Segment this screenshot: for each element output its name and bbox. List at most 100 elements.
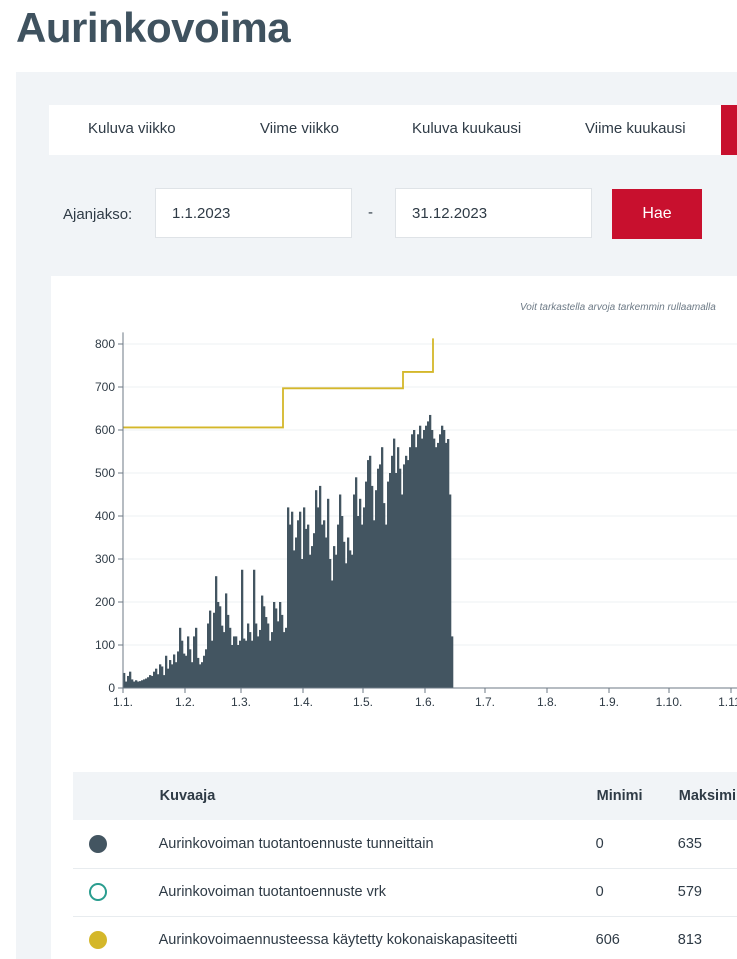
bar [187, 636, 190, 688]
x-tick-label: 1.11. [718, 695, 737, 709]
bar [355, 477, 358, 688]
bar [177, 651, 180, 688]
bar [323, 520, 326, 688]
bar [437, 442, 440, 688]
legend-min: 606 [595, 932, 620, 948]
bar [343, 541, 346, 688]
bar [227, 614, 230, 688]
bar [315, 490, 318, 688]
bar [313, 533, 316, 688]
bar [221, 625, 224, 688]
bar [367, 460, 370, 688]
end-date-input[interactable] [395, 188, 592, 238]
bar [325, 537, 328, 688]
bar [433, 438, 436, 688]
bar [393, 438, 396, 688]
bar [255, 623, 258, 688]
bar [279, 602, 282, 688]
legend-table: Kuvaaja Minimi Maksimi Aurinkovoiman tuo… [73, 772, 737, 959]
bar [199, 664, 202, 688]
bar [243, 638, 246, 688]
bar [287, 507, 290, 688]
bar [303, 507, 306, 688]
x-tick-label: 1.8. [537, 695, 557, 709]
period-label: Ajanjakso: [63, 206, 133, 223]
bar [309, 554, 312, 688]
yellow-dot-icon[interactable] [89, 931, 107, 949]
bar [409, 447, 412, 688]
bar [301, 559, 304, 688]
bar [427, 421, 430, 688]
bar [263, 606, 266, 688]
bar [351, 554, 354, 688]
period-tabs: Kuluva viikko Viime viikko Kuluva kuukau… [49, 105, 737, 155]
bar [173, 654, 176, 688]
bar [339, 494, 342, 688]
header-max: Maksimi [678, 788, 736, 804]
bar [139, 681, 142, 688]
tab-last-month[interactable]: Viime kuukausi [585, 120, 686, 137]
bar [157, 674, 160, 688]
bar [151, 675, 154, 688]
bar [133, 681, 136, 688]
bar [435, 447, 438, 688]
legend-row[interactable]: Aurinkovoiman tuotantoennuste tunneittai… [73, 820, 737, 868]
bar [381, 447, 384, 688]
bar [269, 640, 272, 688]
tab-last-week[interactable]: Viime viikko [260, 120, 339, 137]
x-tick-label: 1.10. [656, 695, 683, 709]
bar [123, 672, 126, 688]
header-series: Kuvaaja [159, 788, 216, 804]
bar [291, 511, 294, 688]
bar [137, 681, 140, 688]
bar [253, 569, 256, 688]
bar [273, 602, 276, 688]
legend-row[interactable]: Aurinkovoiman tuotantoennuste vrk 0 579 [73, 868, 737, 916]
start-date-input[interactable] [155, 188, 352, 238]
bar [155, 668, 158, 688]
bar [249, 632, 252, 688]
bar [209, 610, 212, 688]
bar [241, 569, 244, 688]
bar [395, 473, 398, 688]
bar [333, 546, 336, 688]
bar [449, 494, 452, 688]
capacity-line [123, 338, 434, 429]
bar [359, 498, 362, 688]
tab-current-month[interactable]: Kuluva kuukausi [412, 120, 522, 137]
bar [451, 636, 454, 688]
bar [235, 636, 238, 688]
bar [341, 516, 344, 688]
tab-current-week[interactable]: Kuluva viikko [88, 120, 176, 137]
fetch-button[interactable]: Hae [612, 189, 702, 239]
header-min: Minimi [596, 788, 643, 804]
x-tick-label: 1.9. [599, 695, 619, 709]
bar [331, 580, 334, 688]
bar [231, 645, 234, 688]
bar [441, 425, 444, 688]
bar [207, 623, 210, 688]
bar [171, 664, 174, 688]
bar [397, 447, 400, 688]
bar [197, 657, 200, 688]
bar [191, 662, 194, 688]
bar [127, 675, 130, 688]
bar [401, 494, 404, 688]
production-chart[interactable]: 0 100 200 300 400 500 600 700 800 1.1. 1.2. 1.3. 1.4… [51, 276, 737, 716]
bar [337, 524, 340, 688]
bar [425, 425, 428, 688]
teal-ring-icon[interactable] [89, 883, 107, 901]
legend-row[interactable]: Aurinkovoimaennusteessa käytetty kokonai… [73, 916, 737, 959]
bar [407, 460, 410, 688]
y-tick-label: 200 [95, 595, 115, 609]
legend-max: 813 [677, 932, 702, 948]
y-tick-label: 100 [95, 638, 115, 652]
tab-active-indicator[interactable] [721, 105, 737, 155]
x-tick-label: 1.7. [475, 695, 495, 709]
dark-dot-icon[interactable] [89, 834, 107, 853]
bar [225, 593, 228, 688]
bar [347, 537, 350, 688]
bar [161, 666, 164, 688]
bar [239, 640, 242, 688]
bar [293, 550, 296, 688]
